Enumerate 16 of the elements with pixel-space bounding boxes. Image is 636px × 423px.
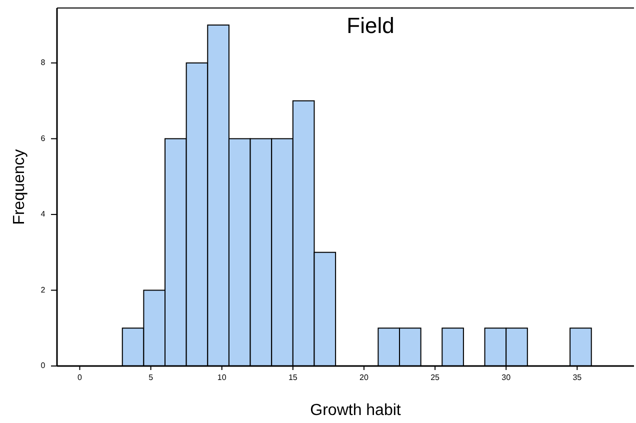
- x-tick-label: 15: [288, 373, 298, 382]
- y-tick-label: 0: [40, 361, 46, 370]
- y-tick-label: 2: [40, 285, 46, 294]
- x-tick-label: 10: [217, 373, 227, 382]
- x-tick-label: 5: [148, 373, 154, 382]
- x-tick-label: 20: [360, 373, 369, 382]
- x-tick-label: 25: [430, 373, 440, 382]
- y-tick-label: 8: [40, 58, 46, 68]
- x-tick-label: 35: [572, 373, 582, 382]
- chart-title: Field: [346, 13, 394, 38]
- y-tick-label: 4: [40, 210, 46, 219]
- y-axis-title: Frequency: [11, 149, 28, 225]
- x-tick-label: 30: [502, 373, 512, 382]
- x-tick-label: 0: [78, 373, 83, 382]
- y-tick-label: 6: [40, 134, 46, 143]
- x-axis-title: Growth habit: [310, 402, 402, 419]
